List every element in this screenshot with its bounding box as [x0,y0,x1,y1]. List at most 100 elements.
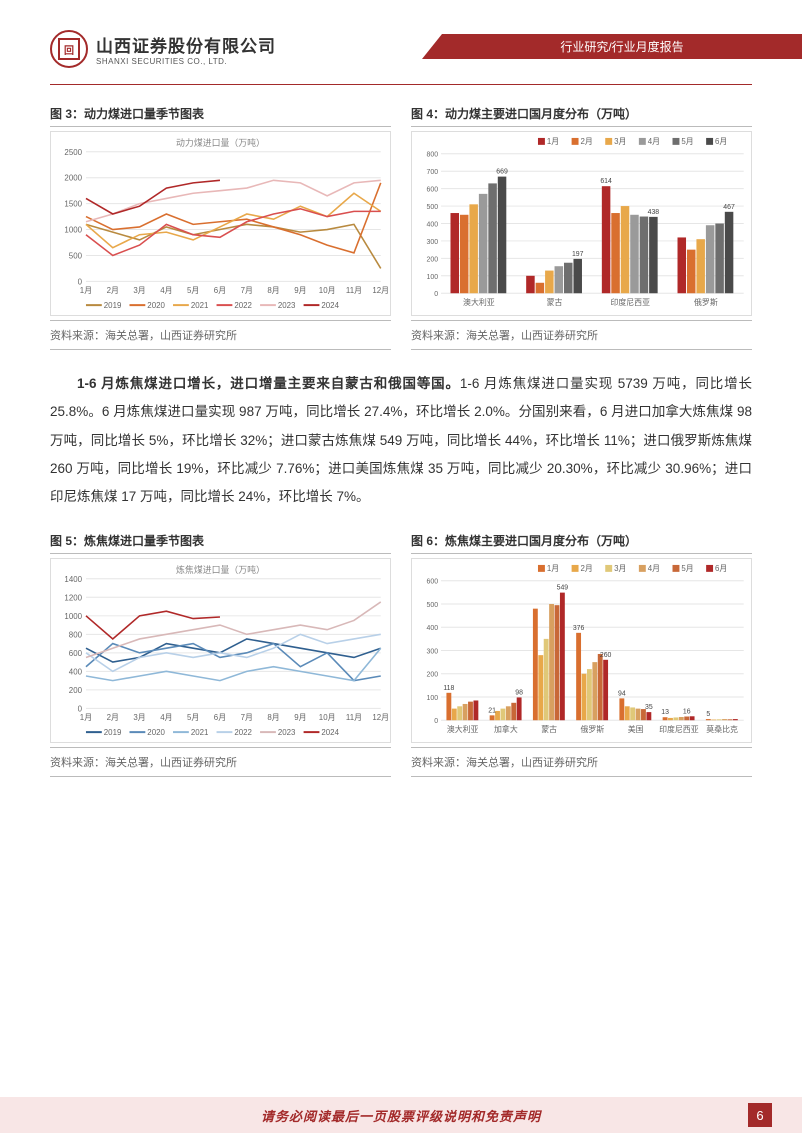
svg-text:蒙古: 蒙古 [547,297,563,307]
figure-4-title: 图 4：动力煤主要进口国月度分布（万吨） [411,105,752,127]
svg-text:197: 197 [572,251,584,258]
svg-text:300: 300 [427,648,439,655]
svg-text:1月: 1月 [547,137,559,146]
svg-text:1月: 1月 [80,286,92,295]
svg-text:400: 400 [427,221,439,228]
svg-text:4月: 4月 [648,564,660,573]
figure-6-source: 资料来源：海关总署，山西证券研究所 [411,747,752,777]
svg-text:12月: 12月 [372,286,389,295]
svg-text:2024: 2024 [321,301,339,310]
company-name-en: SHANXI SECURITIES CO., LTD. [96,57,276,66]
svg-text:500: 500 [69,251,83,260]
svg-text:21: 21 [488,707,496,714]
svg-text:10月: 10月 [319,713,336,722]
figure-5: 图 5：炼焦煤进口量季节图表 0200400600800100012001400… [50,532,391,777]
svg-text:11月: 11月 [346,713,362,722]
svg-text:2024: 2024 [321,728,339,737]
svg-text:2021: 2021 [191,728,209,737]
figure-4-source: 资料来源：海关总署，山西证券研究所 [411,320,752,350]
svg-text:2021: 2021 [191,301,209,310]
svg-text:2023: 2023 [278,301,296,310]
svg-text:印度尼西亚: 印度尼西亚 [659,724,699,734]
svg-text:600: 600 [427,578,439,585]
company-logo-block: 回 山西证券股份有限公司 SHANXI SECURITIES CO., LTD. [50,30,276,68]
svg-text:5月: 5月 [187,286,199,295]
svg-text:467: 467 [723,204,735,211]
svg-text:6月: 6月 [214,286,226,295]
company-logo-icon: 回 [50,30,88,68]
svg-text:5: 5 [706,711,710,718]
svg-text:2023: 2023 [278,728,296,737]
svg-text:5月: 5月 [187,713,199,722]
svg-text:1月: 1月 [547,564,559,573]
figure-3: 图 3：动力煤进口量季节图表 050010001500200025001月2月3… [50,105,391,350]
svg-text:3月: 3月 [614,137,626,146]
figure-5-chart: 02004006008001000120014001月2月3月4月5月6月7月8… [50,558,391,743]
svg-text:98: 98 [515,689,523,696]
svg-text:3月: 3月 [133,713,145,722]
svg-text:400: 400 [427,625,439,632]
svg-text:94: 94 [618,690,626,697]
figure-4: 图 4：动力煤主要进口国月度分布（万吨） 0 100 200 300 400 500 600… [411,105,752,350]
svg-text:600: 600 [69,649,83,658]
svg-text:800: 800 [69,630,83,639]
body-paragraph: 1-6 月炼焦煤进口增长，进口增量主要来自蒙古和俄国等国。1-6 月炼焦煤进口量… [50,370,752,512]
svg-text:0: 0 [434,718,438,725]
paragraph-rest: 1-6 月炼焦煤进口量实现 5739 万吨，同比增长 25.8%。6 月炼焦煤进… [50,376,752,504]
svg-text:2020: 2020 [147,728,165,737]
svg-text:7月: 7月 [241,286,253,295]
figure-3-source: 资料来源：海关总署，山西证券研究所 [50,320,391,350]
svg-text:12月: 12月 [372,713,389,722]
svg-text:6月: 6月 [715,564,727,573]
svg-text:11月: 11月 [346,286,362,295]
figure-5-source: 资料来源：海关总署，山西证券研究所 [50,747,391,777]
figure-4-chart: 0100200300400500600700800澳大利亚669蒙古197印度尼… [411,131,752,316]
svg-text:动力煤进口量（万吨）: 动力煤进口量（万吨） [176,137,265,148]
svg-text:1400: 1400 [64,574,82,583]
svg-text:炼焦煤进口量（万吨）: 炼焦煤进口量（万吨） [176,564,265,575]
svg-text:3月: 3月 [133,286,145,295]
svg-text:10月: 10月 [319,286,336,295]
svg-text:0: 0 [434,291,438,298]
svg-text:7月: 7月 [241,713,253,722]
svg-text:印度尼西亚: 印度尼西亚 [610,297,650,307]
svg-text:100: 100 [427,695,439,702]
svg-text:260: 260 [600,652,612,659]
report-type-label: 行业研究/行业月度报告 [422,34,802,59]
svg-text:俄罗斯: 俄罗斯 [581,724,605,734]
page-number: 6 [748,1103,772,1127]
svg-text:3月: 3月 [614,564,626,573]
svg-text:2月: 2月 [581,137,593,146]
svg-text:500: 500 [427,602,439,609]
svg-text:8月: 8月 [267,286,279,295]
svg-text:2019: 2019 [104,728,122,737]
svg-text:5月: 5月 [681,137,693,146]
svg-text:600: 600 [427,187,439,194]
svg-text:200: 200 [427,256,439,263]
svg-text:2月: 2月 [107,286,119,295]
svg-text:2月: 2月 [107,713,119,722]
svg-text:2500: 2500 [64,148,82,157]
svg-text:澳大利亚: 澳大利亚 [463,297,495,307]
svg-text:118: 118 [443,685,454,692]
svg-text:俄罗斯: 俄罗斯 [694,297,718,307]
svg-text:美国: 美国 [628,724,644,734]
svg-text:35: 35 [645,704,653,711]
footer-disclaimer: 请务必阅读最后一页股票评级说明和免责声明 [261,1106,541,1125]
svg-text:438: 438 [648,209,660,216]
svg-text:0: 0 [78,704,83,713]
svg-text:2月: 2月 [581,564,593,573]
svg-text:6月: 6月 [214,713,226,722]
svg-text:8月: 8月 [267,713,279,722]
svg-text:100: 100 [427,274,439,281]
svg-text:669: 669 [496,169,508,176]
svg-text:4月: 4月 [160,713,172,722]
svg-text:300: 300 [427,239,439,246]
svg-text:700: 700 [427,169,439,176]
svg-text:4月: 4月 [648,137,660,146]
svg-text:蒙古: 蒙古 [541,724,557,734]
svg-text:500: 500 [427,204,439,211]
svg-text:4月: 4月 [160,286,172,295]
svg-text:5月: 5月 [681,564,693,573]
svg-text:1月: 1月 [80,713,92,722]
